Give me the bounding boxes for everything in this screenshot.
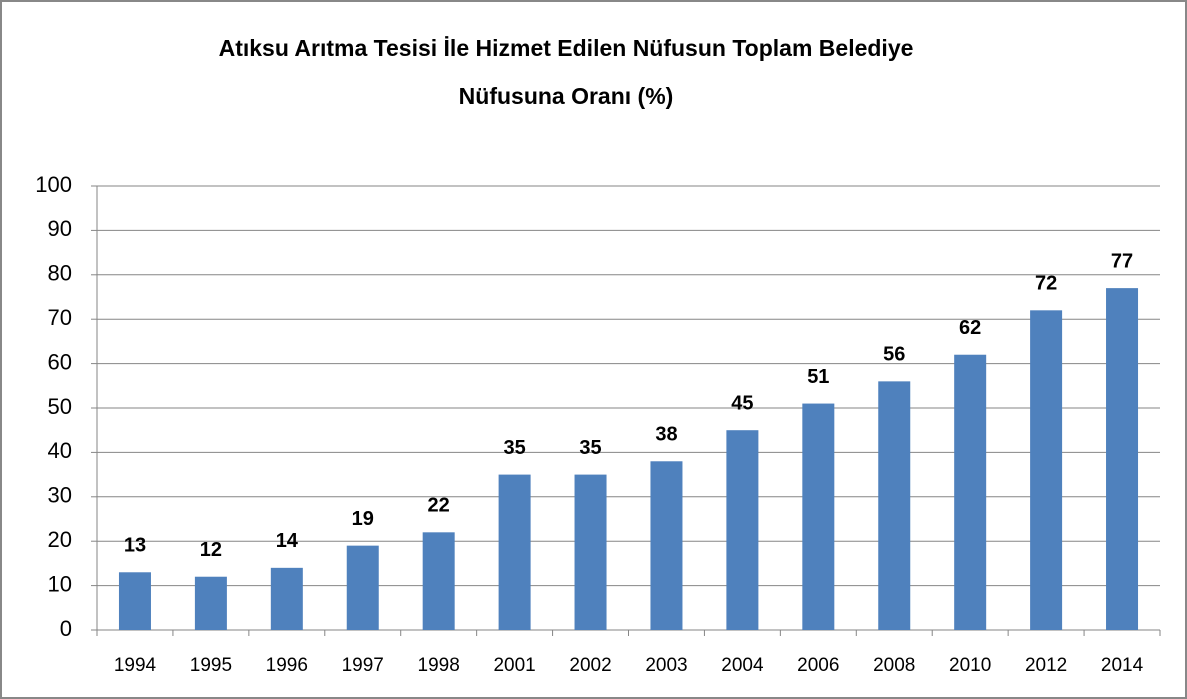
bar	[802, 403, 835, 630]
data-label: 35	[579, 437, 601, 459]
data-label: 13	[124, 535, 146, 557]
data-label: 38	[655, 424, 677, 446]
x-tick-label: 2001	[493, 655, 535, 676]
y-tick-label: 10	[48, 571, 72, 596]
x-tick-label: 2006	[797, 655, 839, 676]
bar	[194, 576, 227, 630]
chart-title: Nüfusuna Oranı (%)	[459, 83, 674, 109]
data-label: 51	[807, 366, 829, 388]
y-tick-label: 60	[48, 349, 72, 374]
bar	[954, 354, 987, 630]
bar	[574, 474, 607, 630]
data-label: 45	[731, 392, 753, 414]
y-tick-label: 20	[48, 527, 72, 552]
data-label: 72	[1035, 273, 1057, 295]
data-label: 77	[1111, 250, 1133, 272]
x-tick-label: 2014	[1101, 655, 1144, 676]
x-tick-label: 1995	[190, 655, 232, 676]
x-tick-label: 1997	[342, 655, 384, 676]
bar	[118, 572, 151, 630]
bar	[422, 532, 455, 630]
y-tick-label: 30	[48, 483, 72, 508]
bar	[878, 381, 911, 630]
data-label: 62	[959, 317, 981, 339]
x-tick-label: 1994	[114, 655, 157, 676]
x-tick-label: 1998	[418, 655, 460, 676]
bar	[1106, 288, 1139, 630]
x-tick-label: 2003	[645, 655, 687, 676]
data-label: 14	[276, 530, 299, 552]
bar	[346, 545, 379, 630]
x-tick-label: 2002	[569, 655, 611, 676]
bar	[498, 474, 531, 630]
x-tick-label: 1996	[266, 655, 308, 676]
bar	[1030, 310, 1063, 630]
bar	[726, 430, 759, 630]
y-tick-label: 0	[60, 616, 72, 641]
x-tick-label: 2012	[1025, 655, 1067, 676]
bar	[270, 567, 303, 630]
y-tick-label: 100	[35, 172, 72, 197]
x-tick-label: 2004	[721, 655, 764, 676]
y-tick-label: 70	[48, 305, 72, 330]
data-label: 22	[428, 495, 450, 517]
y-tick-label: 40	[48, 438, 72, 463]
data-label: 19	[352, 508, 374, 530]
data-label: 12	[200, 539, 222, 561]
y-tick-label: 50	[48, 394, 72, 419]
y-tick-label: 80	[48, 261, 72, 286]
data-label: 56	[883, 344, 905, 366]
bar	[650, 461, 683, 630]
data-label: 35	[503, 437, 525, 459]
chart-title: Atıksu Arıtma Tesisi İle Hizmet Edilen N…	[219, 35, 914, 61]
x-tick-label: 2010	[949, 655, 991, 676]
y-tick-label: 90	[48, 216, 72, 241]
x-tick-label: 2008	[873, 655, 915, 676]
